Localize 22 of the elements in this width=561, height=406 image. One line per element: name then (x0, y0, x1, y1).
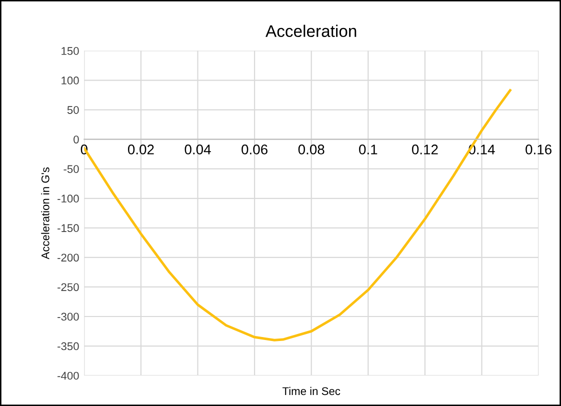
x-axis-title: Time in Sec (282, 386, 340, 396)
x-tick-label: 0.16 (526, 144, 552, 154)
y-tick-label: -200 (58, 254, 79, 262)
y-tick-label: -400 (58, 372, 79, 380)
y-tick-label: 100 (62, 76, 79, 84)
chart-title: Acceleration (266, 24, 356, 38)
y-tick-label: -150 (58, 224, 79, 232)
y-tick-label: 150 (62, 47, 79, 55)
x-tick-label: 0.08 (298, 144, 324, 154)
x-tick-label: 0.12 (412, 144, 438, 154)
x-tick-label: 0.04 (184, 144, 211, 154)
y-tick-label: 50 (67, 106, 79, 114)
y-tick-label: 0 (74, 136, 79, 144)
y-tick-label: -50 (64, 165, 79, 173)
y-tick-label: -300 (58, 312, 79, 321)
x-tick-label: 0.1 (359, 144, 378, 154)
y-tick-label: -250 (58, 283, 79, 292)
y-axis-title: Acceleration in G's (41, 167, 50, 260)
y-tick-label: -350 (58, 342, 79, 350)
x-tick-label: 0.06 (242, 144, 268, 154)
y-tick-label: -100 (58, 194, 79, 203)
x-tick-label: 0.02 (128, 144, 154, 154)
